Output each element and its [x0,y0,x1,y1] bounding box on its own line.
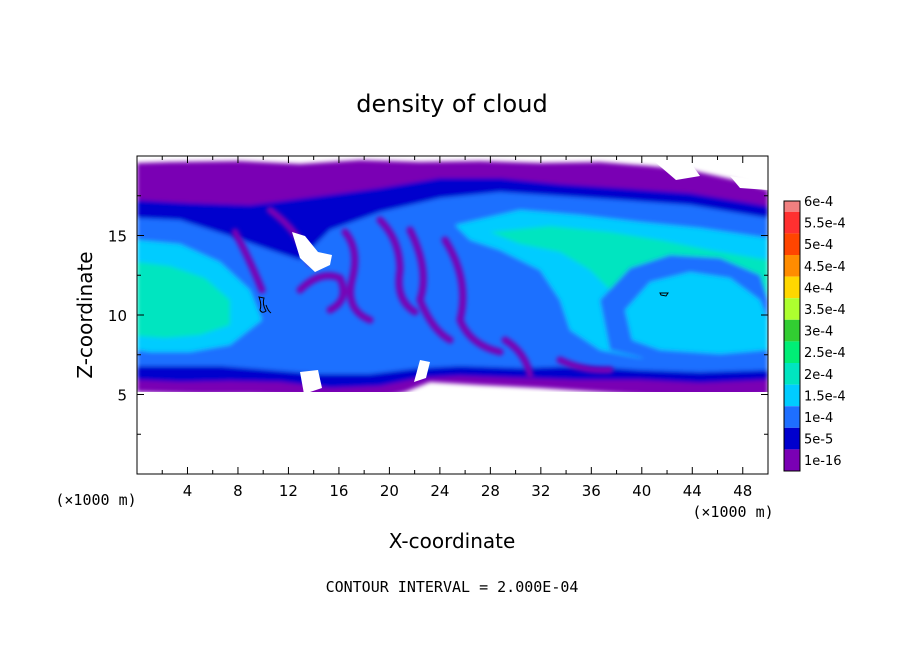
legend-swatch [784,363,800,385]
x-tick-label: 24 [430,482,449,500]
legend-label: 2.5e-4 [804,346,846,361]
legend-label: 5e-4 [804,238,833,253]
x-axis-unit: (×1000 m) [692,503,773,521]
y-tick-label: 10 [108,307,127,325]
x-tick-label: 40 [632,482,651,500]
color-legend: 6e-4 5.5e-4 5e-4 4.5e-4 4e-4 3.5e-4 3e-4 2.5e-4… [783,195,846,472]
legend-swatch [784,427,800,450]
legend-label: 1.5e-4 [804,389,846,404]
y-axis-unit: (×1000 m) [55,491,136,509]
legend-label: 1e-4 [804,411,833,426]
contour-lines [258,292,669,314]
legend-label: 4.5e-4 [804,260,846,275]
x-tick-label: 32 [531,482,550,500]
legend-label: 3.5e-4 [804,303,846,318]
y-tick-label: 15 [108,228,127,246]
legend-frame [783,200,801,472]
legend-label: 5e-5 [804,433,833,448]
contour-interval-note: CONTOUR INTERVAL = 2.000E-04 [326,578,579,596]
x-tick-label: 16 [329,482,348,500]
legend-swatch [784,384,800,407]
x-tick-label: 8 [233,482,243,500]
legend-label: 1e-16 [804,454,842,469]
x-axis: 4 8 12 16 20 24 28 32 36 40 44 48 [161,156,752,500]
legend-swatch [784,341,800,363]
legend-label: 2e-4 [804,368,833,383]
clear-air-gaps [137,162,768,474]
legend-swatch [784,298,800,320]
x-axis-label: X-coordinate [389,529,516,553]
legend-swatch [784,276,800,299]
x-tick-label: 28 [481,482,500,500]
x-tick-label: 44 [683,482,702,500]
cloud-core-left [137,262,230,338]
x-tick-label: 12 [279,482,298,500]
legend-swatch [784,255,800,277]
legend-label: 6e-4 [804,195,833,210]
legend-label: 3e-4 [804,325,833,340]
legend-label: 4e-4 [804,281,833,296]
chart-title: density of cloud [356,90,547,118]
x-tick-label: 48 [733,482,752,500]
x-tick-label: 4 [183,482,193,500]
legend-swatch [784,319,800,342]
y-axis: 5 10 15 [108,195,768,435]
legend-swatch [784,201,800,212]
legend-label: 5.5e-4 [804,217,846,232]
legend-swatch [784,211,800,234]
y-tick-label: 5 [117,387,127,405]
legend-swatch [784,406,800,428]
x-tick-label: 36 [582,482,601,500]
legend-swatch [784,449,800,471]
legend-swatch [784,233,800,255]
cloud-density-field [137,160,768,474]
y-axis-label: Z-coordinate [73,251,97,378]
x-tick-label: 20 [380,482,399,500]
